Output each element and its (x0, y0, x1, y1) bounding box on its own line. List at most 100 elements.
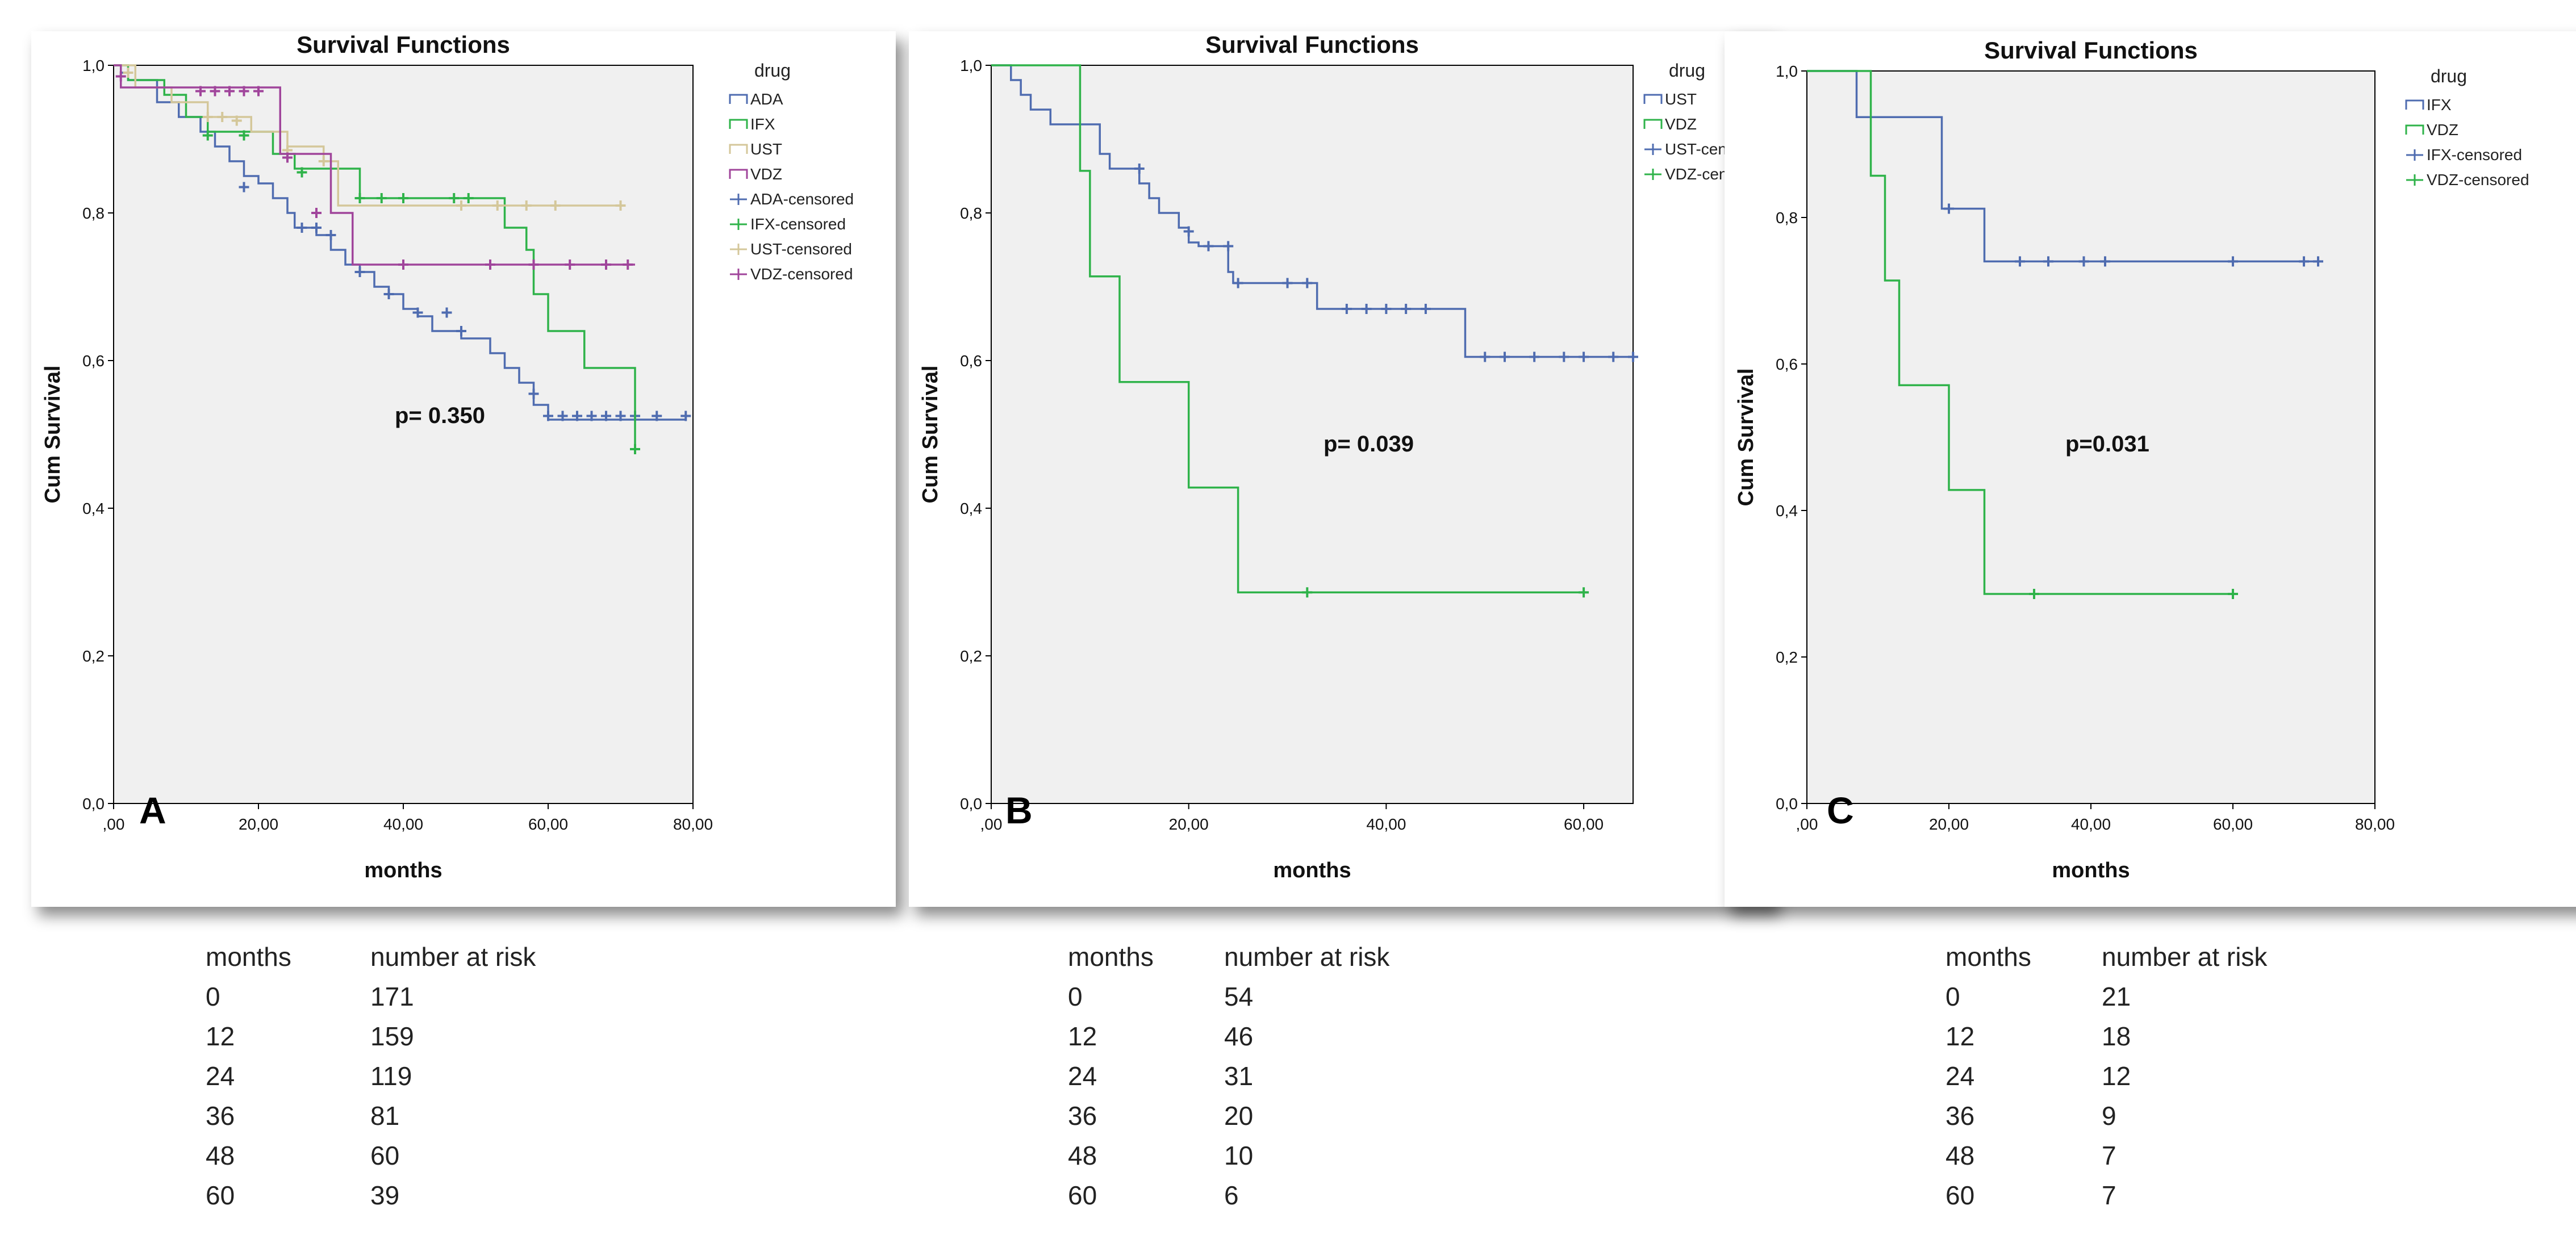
x-tick-label: 60,00 (528, 815, 568, 833)
legend-title: drug (754, 60, 791, 81)
survival-curve-ifx (1807, 70, 2318, 263)
censor-mark-vdz (224, 86, 235, 97)
y-tick-label: 1,0 (1776, 62, 1798, 80)
censor-mark-vdz (601, 259, 611, 270)
x-tick-label: 20,00 (1169, 815, 1209, 833)
censor-mark-ust (1282, 278, 1293, 288)
censor-mark-vdz (528, 259, 539, 270)
censor-mark-ada (239, 182, 249, 192)
y-tick-label: 0,4 (1776, 502, 1798, 520)
legend-swatch-vdz (1643, 119, 1663, 129)
risk-row: 36 20 (1068, 1096, 1451, 1136)
censor-mark-vdz (195, 86, 206, 97)
censor-mark-ust (1401, 304, 1412, 314)
censor-mark-ifx (2100, 256, 2110, 267)
legend-swatch-ust (729, 144, 748, 154)
censor-mark-ifx (2228, 256, 2238, 267)
risk-count: 81 (370, 1101, 400, 1131)
y-tick-label: 0,6 (82, 352, 105, 370)
risk-count: 7 (2102, 1181, 2116, 1210)
censor-mark-ust (456, 200, 466, 211)
legend-title: drug (2431, 66, 2467, 86)
x-tick-label: ,00 (980, 815, 1003, 833)
risk-month: 48 (1945, 1141, 1975, 1170)
censor-mark-ada (652, 411, 662, 421)
x-tick-label: 40,00 (2071, 815, 2111, 833)
censor-mark-ifx (297, 167, 307, 178)
x-axis-label: months (364, 859, 442, 882)
censor-mark-ifx (1944, 203, 1954, 214)
censor-mark-ust (1529, 351, 1540, 362)
risk-month: 48 (206, 1141, 235, 1170)
censor-mark-ust (521, 200, 532, 211)
risk-count: 159 (370, 1022, 414, 1051)
risk-row: 48 60 (206, 1136, 598, 1175)
risk-row: 36 9 (1945, 1096, 2329, 1136)
x-tick-label: 80,00 (673, 815, 713, 833)
censor-mark-ust (1134, 164, 1145, 174)
risk-count: 46 (1224, 1022, 1254, 1051)
legend-label: UST (750, 140, 782, 158)
x-axis-label: months (1273, 859, 1351, 882)
censor-mark-ust (1628, 351, 1638, 362)
y-tick-label: 0,0 (1776, 795, 1798, 813)
risk-row: 60 7 (1945, 1175, 2329, 1215)
risk-month: 12 (206, 1022, 235, 1051)
censor-mark-ifx (398, 193, 408, 203)
legend-label: VDZ-censored (750, 265, 853, 283)
censor-mark-ifx (630, 444, 640, 454)
censor-mark-ust (123, 68, 133, 78)
legend-label: VDZ (2427, 121, 2458, 139)
risk-count: 6 (1224, 1181, 1239, 1210)
risk-count: 60 (370, 1141, 400, 1170)
risk-month: 0 (1068, 982, 1083, 1011)
censor-mark-vdz (239, 86, 249, 97)
risk-table-header: months number at risk (1068, 937, 1451, 977)
censor-mark-vdz (115, 71, 126, 82)
y-tick-label: 0,8 (82, 204, 105, 222)
censor-mark-ust (1183, 226, 1194, 237)
censor-mark-ifx (449, 193, 460, 203)
p-value-annotation: p= 0.039 (1324, 432, 1414, 457)
risk-month: 0 (1945, 982, 1960, 1011)
risk-count: 20 (1224, 1101, 1254, 1131)
risk-month: 60 (206, 1181, 235, 1210)
risk-count: 7 (2102, 1141, 2116, 1170)
risk-month: 48 (1068, 1141, 1097, 1170)
risk-header-months: months (1945, 942, 2031, 972)
risk-table-header: months number at risk (1945, 937, 2329, 977)
risk-count: 21 (2102, 982, 2131, 1011)
censor-mark-vdz (2228, 589, 2238, 600)
censor-mark-vdz (1302, 587, 1313, 598)
panel-c: Survival Functions 0,0 0,2 0,4 0,6 0,8 1,0 ,00 2… (1725, 31, 2576, 907)
risk-month: 60 (1068, 1181, 1097, 1210)
x-tick-label: 60,00 (1564, 815, 1604, 833)
risk-row: 36 81 (206, 1096, 598, 1136)
censor-mark-vdz (253, 86, 264, 97)
censor-mark-ada (325, 230, 336, 240)
censor-mark-ifx (202, 130, 213, 141)
risk-row: 0 21 (1945, 977, 2329, 1016)
plot-area (1806, 70, 2375, 804)
risk-header-number: number at risk (370, 942, 536, 972)
risk-count: 10 (1224, 1141, 1254, 1170)
risk-table-b: months number at risk 0 54 12 46 24 31 36 20… (1068, 937, 1451, 1215)
y-tick-label: 0,4 (82, 500, 105, 517)
censor-mark-ada (557, 411, 568, 421)
censor-mark-ada (543, 411, 553, 421)
plot-area (991, 65, 1634, 804)
survival-curve-ada (114, 64, 686, 421)
censor-mark-ust (1233, 278, 1243, 288)
legend-swatch-ust (1643, 94, 1663, 104)
censor-mark-ust (1559, 351, 1569, 362)
chart-c: Survival Functions 0,0 0,2 0,4 0,6 0,8 1,0 ,00 2… (1734, 37, 2529, 882)
censor-mark-ust (1480, 351, 1491, 362)
censor-mark-ada (354, 267, 365, 277)
risk-row: 0 54 (1068, 977, 1451, 1016)
survival-curve-ifx (114, 64, 636, 449)
x-tick-label: ,00 (103, 815, 125, 833)
legend-label: IFX-censored (2427, 146, 2522, 164)
risk-row: 12 159 (206, 1016, 598, 1056)
risk-row: 12 18 (1945, 1016, 2329, 1056)
censor-mark-ust (318, 156, 329, 166)
